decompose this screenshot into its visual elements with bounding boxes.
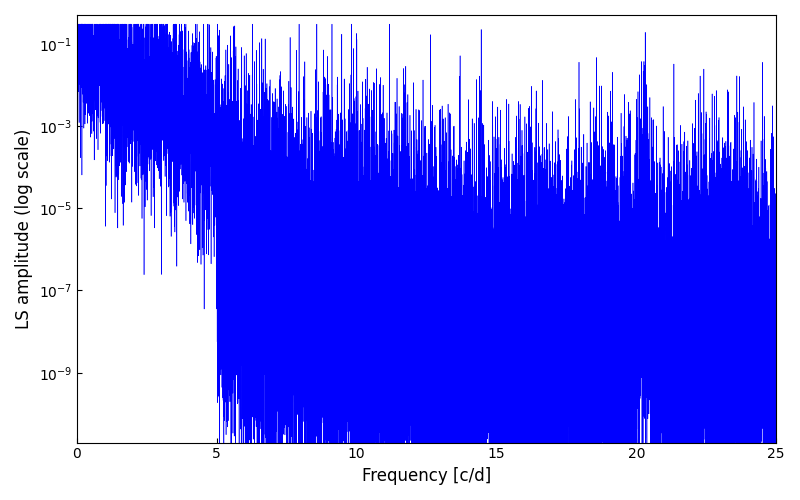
Y-axis label: LS amplitude (log scale): LS amplitude (log scale) [15,128,33,329]
X-axis label: Frequency [c/d]: Frequency [c/d] [362,467,491,485]
